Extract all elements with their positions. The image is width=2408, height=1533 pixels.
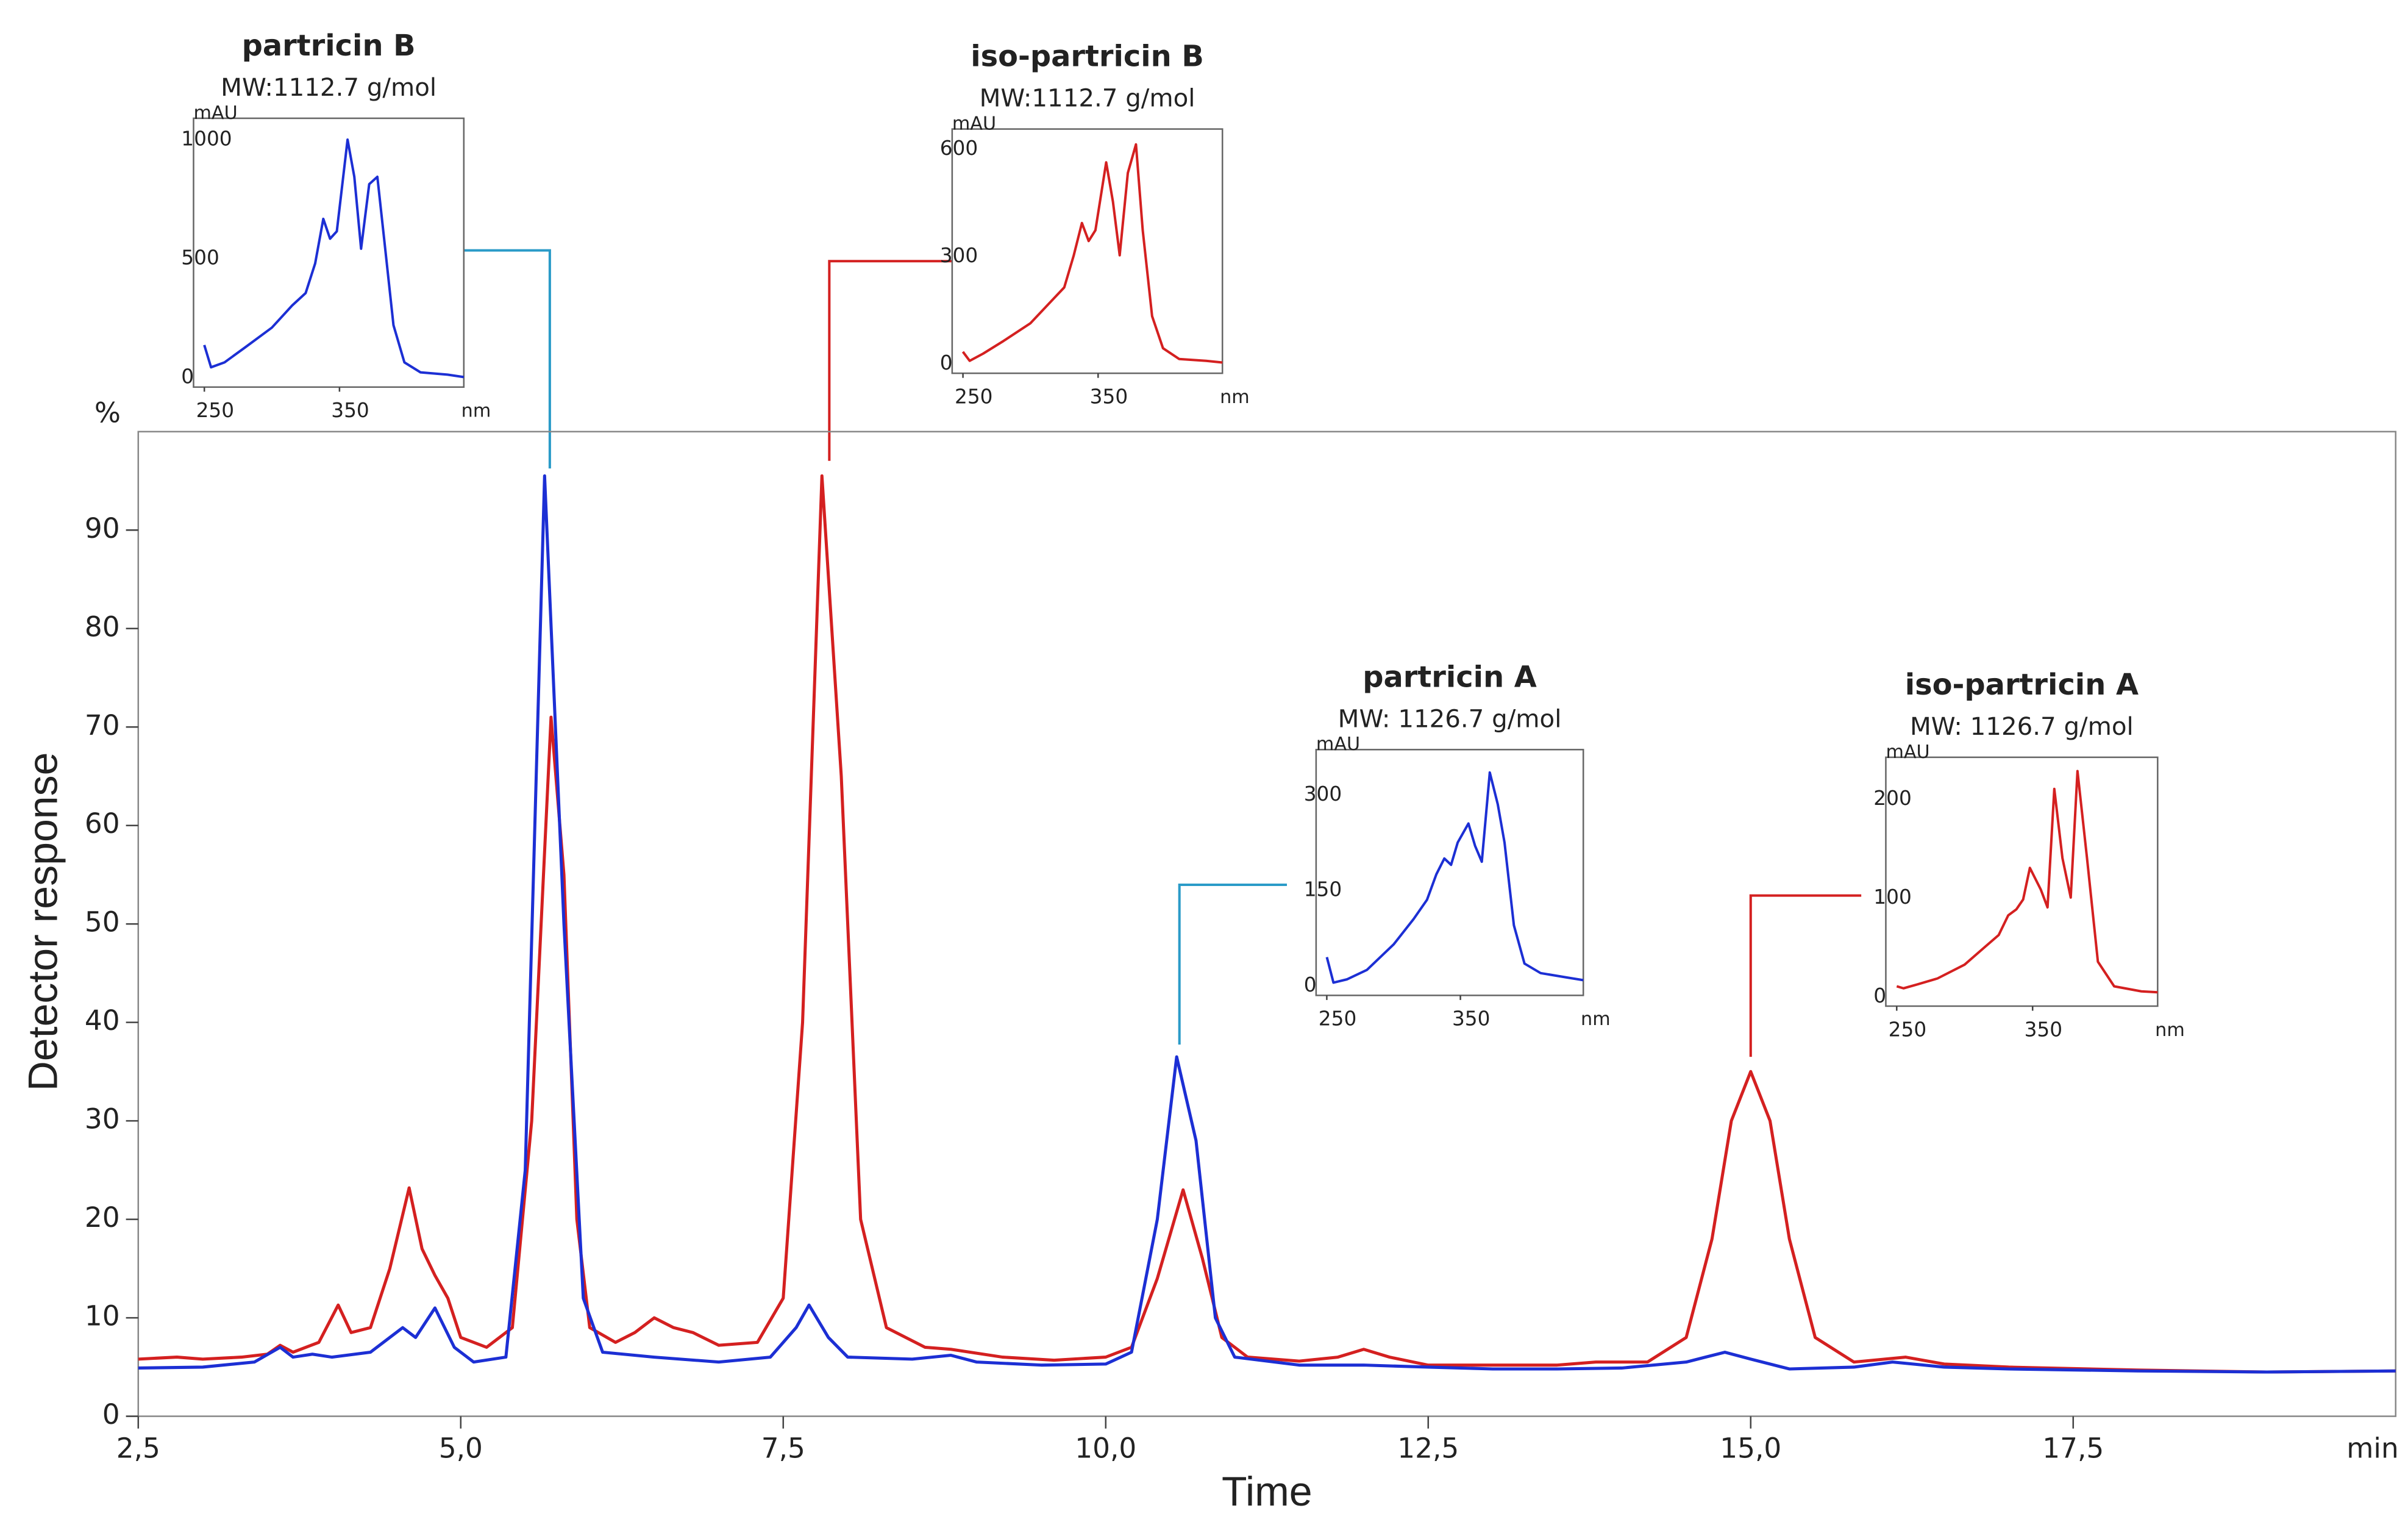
plot-frame	[1315, 749, 1584, 996]
inset-subtitle: MW: 1126.7 g/mol	[1910, 712, 2134, 741]
y-tick-label: 20	[85, 1201, 120, 1234]
connector	[828, 260, 952, 461]
y-tick-label: 0	[940, 351, 953, 374]
plot-frame	[193, 117, 465, 388]
x-tick-label: 250	[196, 399, 234, 422]
y-tick-label: 90	[85, 512, 120, 545]
y-tick-label: 60	[85, 807, 120, 840]
line	[138, 474, 2396, 1374]
y-tick-label: 1000	[181, 127, 232, 151]
inset-title: iso-partricin B	[971, 40, 1204, 74]
y-tick-label: 500	[181, 246, 219, 270]
x-tick-label: 7,5	[761, 1432, 805, 1464]
y-tick-label: 40	[85, 1004, 120, 1037]
inset-title: partricin A	[1363, 660, 1537, 694]
connector	[1749, 894, 1862, 1057]
inset-title: partricin B	[242, 29, 416, 63]
y-tick-label: 300	[940, 244, 978, 267]
connector	[463, 249, 551, 469]
line	[961, 143, 1223, 364]
y-tick-label: 50	[85, 906, 120, 938]
inset-x-unit: nm	[2155, 1020, 2185, 1041]
inset-subtitle: MW:1112.7 g/mol	[980, 84, 1195, 113]
line	[138, 474, 2396, 1374]
y-tick-label: 10	[85, 1300, 120, 1332]
y-tick-label: 200	[1873, 787, 1911, 810]
y-tick-label: 0	[1873, 984, 1886, 1007]
inset-title: iso-partricin A	[1905, 668, 2139, 702]
x-tick-label: 15,0	[1720, 1432, 1781, 1464]
inset-x-unit: nm	[1581, 1009, 1611, 1030]
y-tick-label: 100	[1873, 885, 1911, 909]
y-tick-label: 0	[1304, 973, 1317, 996]
y-tick-label: 150	[1304, 878, 1342, 901]
inset-x-unit: nm	[461, 401, 491, 422]
x-unit: min	[2346, 1432, 2398, 1464]
x-axis-title: Time	[1222, 1468, 1313, 1515]
x-tick-label: 12,5	[1397, 1432, 1459, 1464]
x-tick-label: 250	[1889, 1018, 1926, 1041]
y-unit: %	[94, 397, 121, 429]
x-tick-label: 250	[1319, 1007, 1356, 1031]
inset-y-unit: mAU	[952, 113, 996, 135]
x-tick-label: 350	[1452, 1007, 1490, 1031]
plot-frame	[1885, 756, 2159, 1007]
line	[1325, 771, 1584, 984]
inset-subtitle: MW: 1126.7 g/mol	[1338, 704, 1562, 733]
connectors	[463, 249, 1862, 1057]
line	[1896, 770, 2158, 994]
x-tick-label: 5,0	[439, 1432, 483, 1464]
x-tick-label: 250	[955, 385, 992, 408]
connector	[1178, 883, 1288, 1045]
y-tick-label: 300	[1304, 782, 1342, 806]
inset-y-unit: mAU	[1886, 741, 1929, 763]
y-axis-title: Detector response	[20, 752, 66, 1092]
x-tick-label: 350	[331, 399, 369, 422]
y-tick-label: 80	[85, 610, 120, 643]
inset-y-unit: mAU	[193, 102, 237, 124]
inset-x-unit: nm	[1220, 387, 1250, 408]
y-tick-label: 70	[85, 709, 120, 741]
plot-frame	[137, 431, 2397, 1417]
line	[203, 138, 465, 379]
y-tick-label: 0	[181, 365, 194, 388]
x-tick-label: 350	[1090, 385, 1128, 408]
x-tick-label: 350	[2025, 1018, 2062, 1041]
y-tick-label: 0	[102, 1398, 120, 1431]
x-tick-label: 17,5	[2042, 1432, 2104, 1464]
y-tick-label: 30	[85, 1103, 120, 1135]
inset-subtitle: MW:1112.7 g/mol	[221, 73, 436, 102]
x-tick-label: 2,5	[116, 1432, 160, 1464]
plot-frame	[951, 128, 1224, 374]
y-tick-label: 600	[940, 137, 978, 160]
inset-y-unit: mAU	[1316, 734, 1360, 755]
x-tick-label: 10,0	[1075, 1432, 1136, 1464]
